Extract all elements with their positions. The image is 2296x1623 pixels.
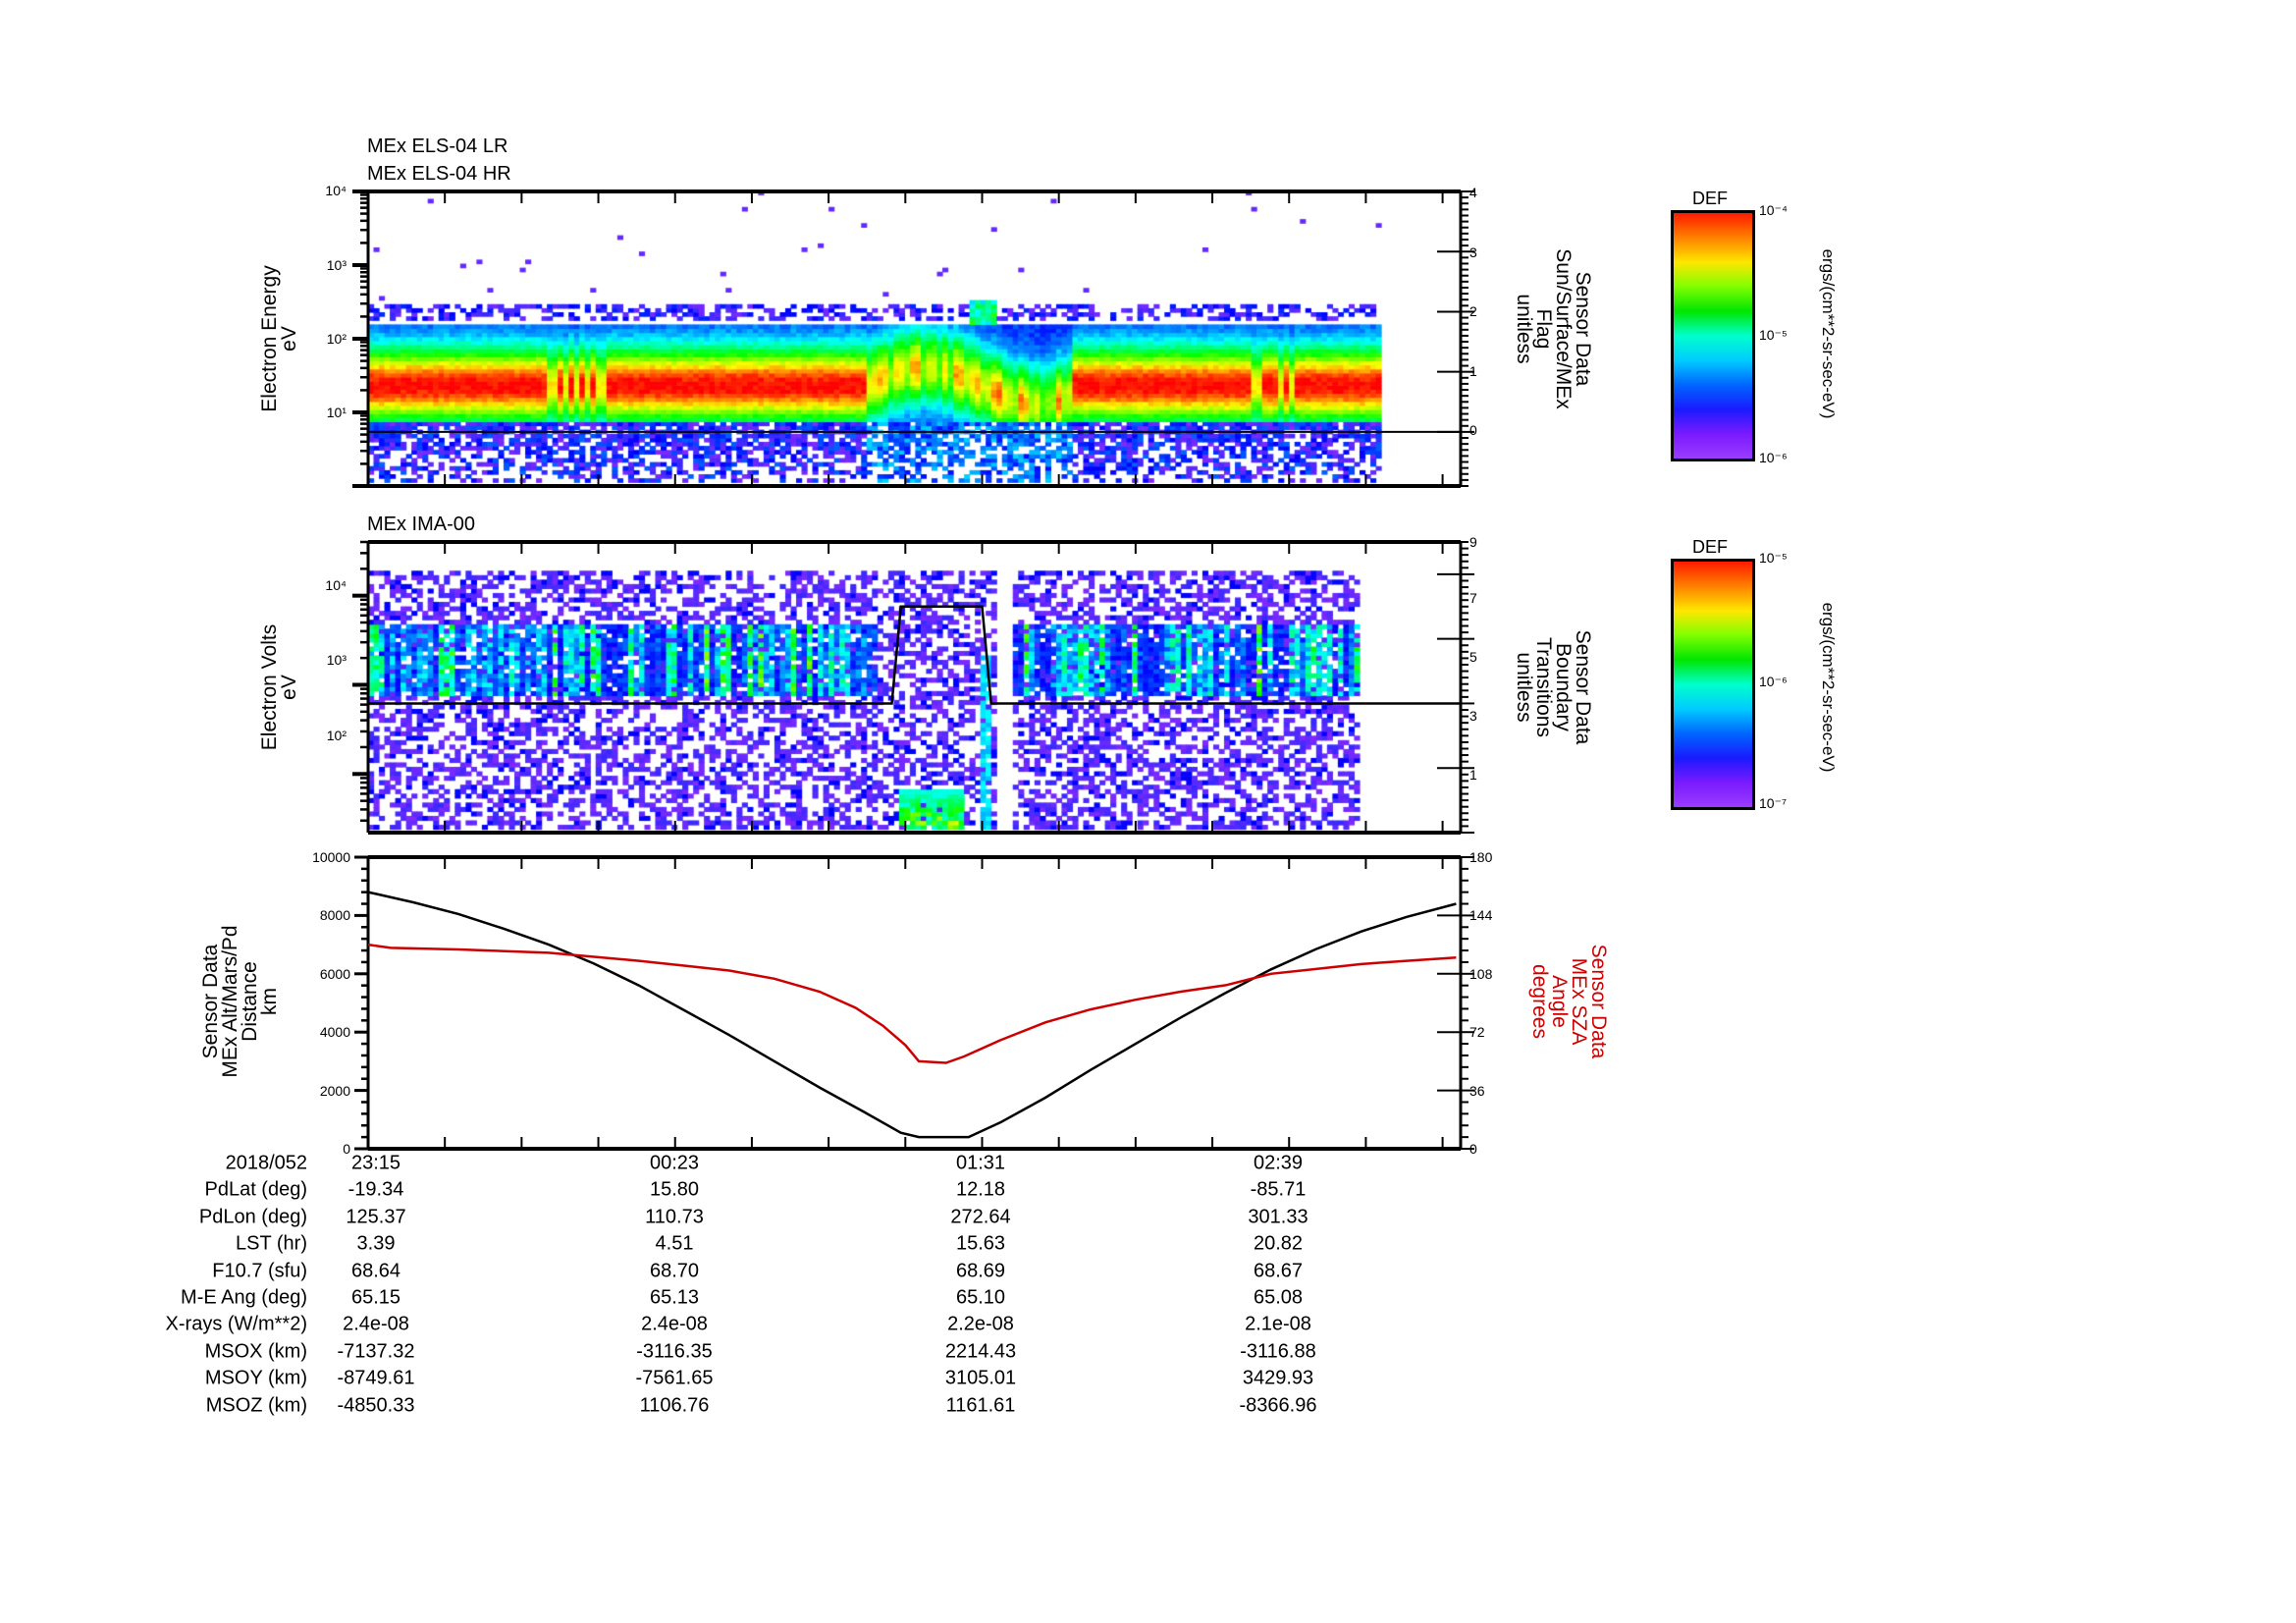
table-date: 2018/052 (225, 1152, 307, 1174)
table-row-label: PdLon (deg) (198, 1206, 307, 1228)
time-label-3: 02:39 (1253, 1152, 1304, 1174)
table-cell: 12.18 (955, 1178, 1006, 1201)
table-cell: 125.37 (346, 1206, 406, 1228)
table-cell: -3116.88 (1240, 1340, 1316, 1363)
table-cell: 1106.76 (639, 1394, 710, 1417)
els-cbtick-1: 10⁻⁴ (1759, 202, 1788, 218)
ima-cbtick-2: 10⁻⁶ (1759, 674, 1788, 689)
els-y2tick-0: 0 (1469, 422, 1477, 438)
ima-ytick-1e2: 10² (326, 728, 347, 743)
els-ytick-1e4: 10⁴ (325, 183, 347, 198)
table-cell: 15.63 (955, 1232, 1006, 1255)
table-cell: 3.39 (356, 1232, 396, 1255)
els-ytick-1e3: 10³ (326, 257, 347, 273)
table-cell: 68.69 (955, 1260, 1006, 1282)
els-colorbar (1671, 210, 1755, 461)
table-cell: 68.70 (649, 1260, 700, 1282)
ima-title: MEx IMA-00 (367, 514, 476, 535)
table-cell: 272.64 (950, 1206, 1011, 1228)
table-cell: -7561.65 (635, 1367, 714, 1389)
table-cell: 3429.93 (1242, 1367, 1314, 1389)
table-row-label: F10.7 (sfu) (212, 1260, 307, 1282)
table-cell: 2.2e-08 (947, 1313, 1014, 1335)
els-ytick-1e1: 10¹ (326, 405, 347, 420)
table-cell: 68.67 (1253, 1260, 1304, 1282)
orbit-ytick: 2000 (319, 1082, 350, 1099)
table-cell: 2.4e-08 (641, 1313, 708, 1335)
els-colorbar-title: DEF (1692, 189, 1728, 208)
table-cell: 65.13 (649, 1286, 700, 1309)
table-cell: -8366.96 (1239, 1394, 1317, 1417)
orbit-y2tick: 180 (1469, 849, 1493, 865)
ima-colorbar-title: DEF (1692, 537, 1728, 557)
table-cell: 301.33 (1248, 1206, 1308, 1228)
table-cell: 65.08 (1253, 1286, 1304, 1309)
table-cell: -8749.61 (337, 1367, 415, 1389)
table-cell: 65.10 (955, 1286, 1006, 1309)
table-cell: 20.82 (1253, 1232, 1304, 1255)
ima-y2tick-9: 9 (1469, 534, 1477, 550)
orbit-y2tick: 36 (1469, 1082, 1485, 1099)
orbit-ytick: 8000 (319, 907, 350, 924)
ima-boundary-line (368, 605, 1461, 705)
time-label-1: 00:23 (649, 1152, 700, 1174)
ima-colorbar (1671, 559, 1755, 810)
time-label-2: 01:31 (955, 1152, 1006, 1174)
table-row-label: MSOY (km) (204, 1367, 307, 1389)
orbit-y2tick: 72 (1469, 1024, 1485, 1041)
ima-cbtick-3: 10⁻⁷ (1759, 795, 1788, 811)
table-row-label: PdLat (deg) (204, 1178, 307, 1201)
orbit-y2tick: 108 (1469, 965, 1493, 982)
orbit-ytick: 4000 (319, 1024, 350, 1041)
els-cbtick-3: 10⁻⁶ (1759, 450, 1788, 465)
table-cell: 68.64 (350, 1260, 401, 1282)
table-row-label: MSOZ (km) (205, 1394, 307, 1417)
time-label-0: 23:15 (350, 1152, 401, 1174)
table-cell: 2214.43 (944, 1340, 1017, 1363)
table-row-label: LST (hr) (236, 1232, 307, 1255)
orbit-y2tick: 144 (1469, 907, 1493, 924)
table-row-label: MSOX (km) (204, 1340, 307, 1363)
table-row-label: X-rays (W/m**2) (165, 1313, 307, 1335)
ima-y2tick-1: 1 (1469, 767, 1477, 783)
els-spectrogram (368, 191, 1461, 486)
table-row-label: M-E Ang (deg) (181, 1286, 307, 1309)
sza-line (367, 943, 1457, 1064)
ima-spectrogram (368, 542, 1461, 833)
altitude-line (367, 891, 1457, 1139)
ima-cbtick-1: 10⁻⁵ (1759, 550, 1788, 566)
ima-ytick-1e4: 10⁴ (325, 577, 347, 593)
table-cell: 1161.61 (945, 1394, 1016, 1417)
els-title-lr: MEx ELS-04 LR (367, 135, 508, 157)
els-ytick-1e2: 10² (326, 331, 347, 347)
orbit-ytick: 6000 (319, 965, 350, 982)
table-cell: 15.80 (649, 1178, 700, 1201)
table-cell: -19.34 (347, 1178, 404, 1201)
orbit-ytick: 10000 (312, 849, 350, 865)
table-cell: -85.71 (1250, 1178, 1307, 1201)
table-cell: 2.1e-08 (1245, 1313, 1311, 1335)
table-cell: -4850.33 (337, 1394, 415, 1417)
table-cell: -7137.32 (337, 1340, 415, 1363)
table-cell: 3105.01 (944, 1367, 1017, 1389)
ima-ytick-1e3: 10³ (326, 652, 347, 668)
table-cell: 2.4e-08 (343, 1313, 409, 1335)
ima-y2tick-3: 3 (1469, 708, 1477, 724)
table-cell: 4.51 (655, 1232, 694, 1255)
table-cell: -3116.35 (636, 1340, 713, 1363)
els-cbtick-2: 10⁻⁵ (1759, 327, 1788, 343)
orbit-ytick: 0 (343, 1141, 350, 1157)
table-cell: 65.15 (350, 1286, 401, 1309)
ima-y2tick-7: 7 (1469, 590, 1477, 606)
els-title-hr: MEx ELS-04 HR (367, 163, 511, 185)
table-cell: 110.73 (645, 1206, 704, 1228)
ima-y2tick-5: 5 (1469, 649, 1477, 665)
